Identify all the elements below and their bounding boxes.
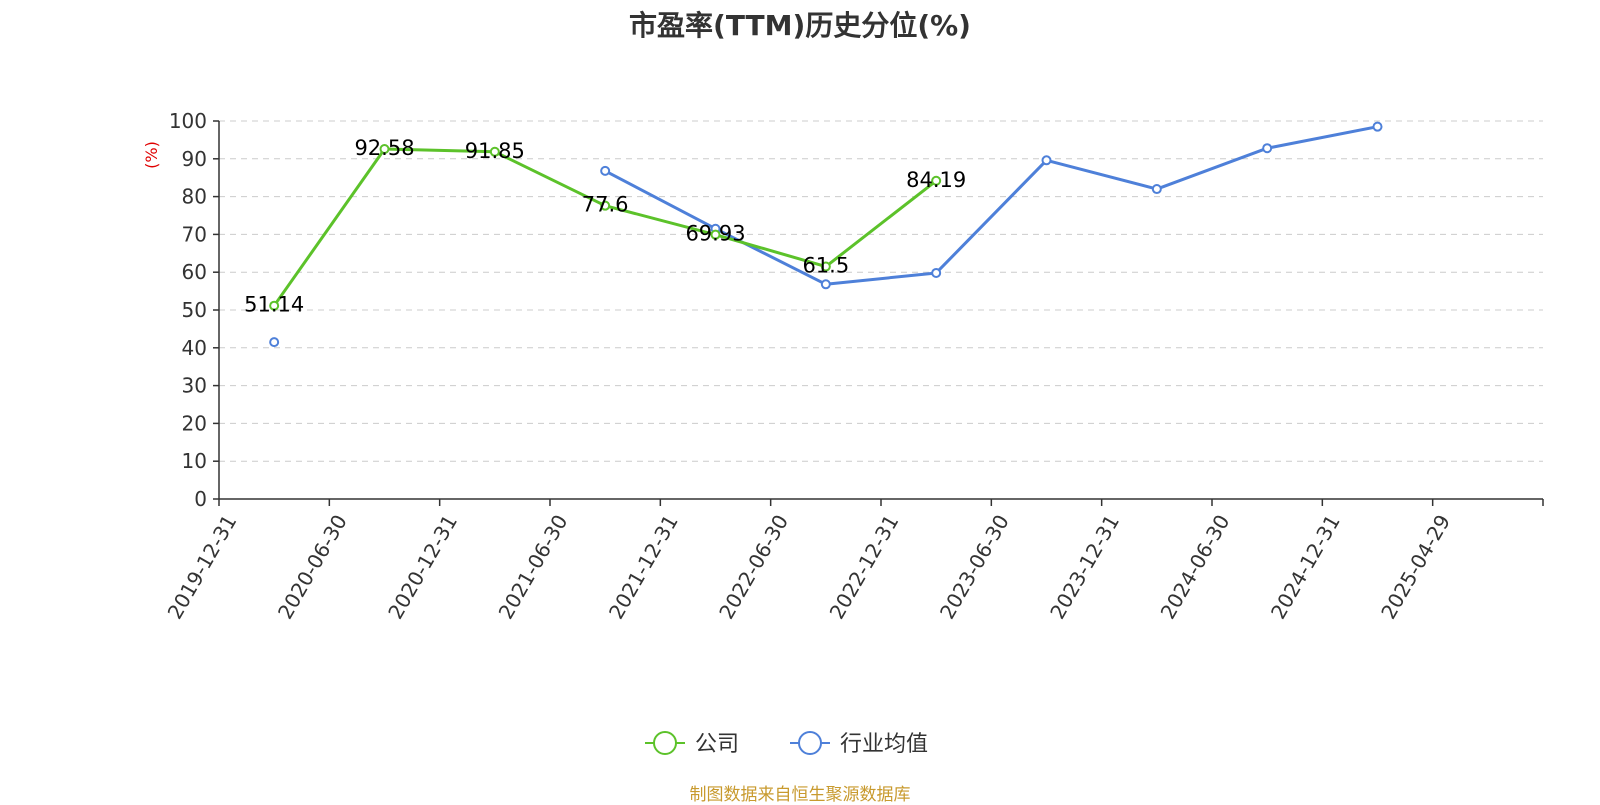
x-tick-label: 2022-12-31 bbox=[825, 511, 904, 624]
x-tick-label: 2023-06-30 bbox=[935, 510, 1014, 623]
data-point bbox=[1262, 143, 1273, 154]
data-point bbox=[820, 279, 831, 290]
data-point bbox=[269, 337, 280, 348]
data-label: 51.14 bbox=[244, 293, 304, 317]
data-point bbox=[1041, 155, 1052, 166]
data-point bbox=[1372, 121, 1383, 132]
data-label: 77.6 bbox=[582, 193, 629, 217]
data-point bbox=[600, 165, 611, 176]
data-label: 92.58 bbox=[354, 136, 414, 160]
x-tick-label: 2021-06-30 bbox=[494, 511, 573, 624]
chart-title: 市盈率(TTM)历史分位(%) bbox=[629, 9, 971, 42]
data-point bbox=[931, 175, 942, 186]
x-tick-label: 2020-12-31 bbox=[383, 510, 462, 623]
y-tick-label: 50 bbox=[182, 298, 207, 322]
series-line bbox=[604, 125, 1378, 286]
data-point bbox=[931, 267, 942, 278]
source-text: 制图数据来自恒生聚源数据库 bbox=[689, 785, 911, 805]
data-label: 61.5 bbox=[802, 254, 849, 278]
y-tick-label: 30 bbox=[182, 374, 207, 398]
x-tick-label: 2024-06-30 bbox=[1156, 511, 1235, 624]
y-tick-label: 80 bbox=[182, 185, 207, 209]
legend-marker bbox=[798, 731, 822, 755]
x-tick-label: 2024-12-31 bbox=[1266, 511, 1345, 624]
y-tick-label: 20 bbox=[182, 411, 207, 435]
x-tick-label: 2023-12-31 bbox=[1045, 511, 1124, 624]
y-tick-label: 60 bbox=[182, 260, 207, 284]
data-point bbox=[710, 229, 721, 240]
legend-label: 行业均值 bbox=[840, 732, 928, 757]
data-point bbox=[820, 261, 831, 272]
y-tick-label: 70 bbox=[182, 222, 207, 246]
x-tick-label: 2019-12-31 bbox=[163, 511, 242, 624]
data-label: 84.19 bbox=[906, 168, 966, 192]
data-label: 69.93 bbox=[685, 222, 745, 246]
x-tick-label: 2022-06-30 bbox=[714, 511, 793, 624]
legend-marker bbox=[653, 731, 677, 755]
data-label: 91.85 bbox=[465, 139, 525, 163]
x-tick-label: 2021-12-31 bbox=[604, 511, 683, 624]
y-tick-label: 100 bbox=[169, 109, 207, 133]
y-tick-label: 90 bbox=[182, 147, 207, 171]
data-point bbox=[600, 200, 611, 211]
y-axis-unit-label: (%) bbox=[142, 141, 161, 169]
legend-label: 公司 bbox=[695, 732, 739, 757]
data-point bbox=[1151, 184, 1162, 195]
x-tick-label: 2020-06-30 bbox=[273, 511, 352, 624]
data-point bbox=[489, 146, 500, 157]
data-point bbox=[269, 300, 280, 311]
y-tick-label: 10 bbox=[182, 449, 207, 473]
x-tick-label: 2025-04-29 bbox=[1376, 511, 1455, 624]
y-tick-label: 40 bbox=[182, 336, 207, 360]
y-tick-label: 0 bbox=[194, 487, 207, 511]
data-point bbox=[379, 144, 390, 155]
